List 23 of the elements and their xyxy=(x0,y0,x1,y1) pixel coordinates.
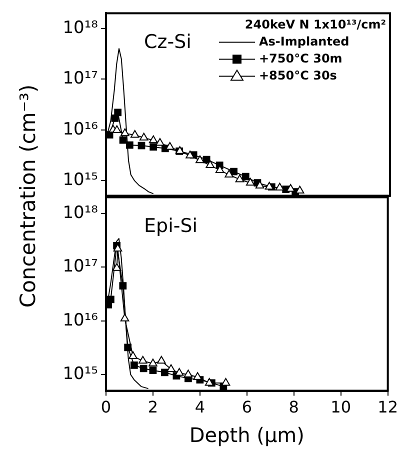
x-tick-label: 2 xyxy=(148,398,158,417)
y-tick-label: 10¹⁸ xyxy=(62,18,98,38)
x-tick-label: 12 xyxy=(378,398,398,417)
x-tick-label: 6 xyxy=(242,398,252,417)
x-tick-label: 0 xyxy=(100,398,112,417)
x-axis-title: Depth (µm) xyxy=(189,423,304,448)
legend-label: As-Implanted xyxy=(259,34,350,48)
y-tick-label: 10¹⁵ xyxy=(62,170,98,190)
legend-title: 240keV N 1x10¹³/cm² xyxy=(244,17,386,32)
x-tick-label: 4 xyxy=(194,398,206,417)
legend-label: +750°C 30m xyxy=(259,51,342,66)
y-tick-label: 10¹⁸ xyxy=(62,202,98,223)
y-axis-title: Concentration (cm⁻³) xyxy=(16,84,40,308)
text: Epi-Si xyxy=(144,215,198,238)
y-tick-label: 10¹⁷ xyxy=(62,68,98,89)
y-tick-label: 10¹⁶ xyxy=(62,310,98,330)
legend-label: +850°C 30s xyxy=(259,68,337,82)
x-tick-label: 8 xyxy=(288,398,299,417)
y-tick-label: 10¹⁷ xyxy=(62,256,98,277)
x-tick-label: 10 xyxy=(330,398,352,417)
y-tick-label: 10¹⁶ xyxy=(62,119,98,140)
y-tick-label: 10¹⁵ xyxy=(62,364,98,384)
text: Cz-Si xyxy=(144,31,192,54)
